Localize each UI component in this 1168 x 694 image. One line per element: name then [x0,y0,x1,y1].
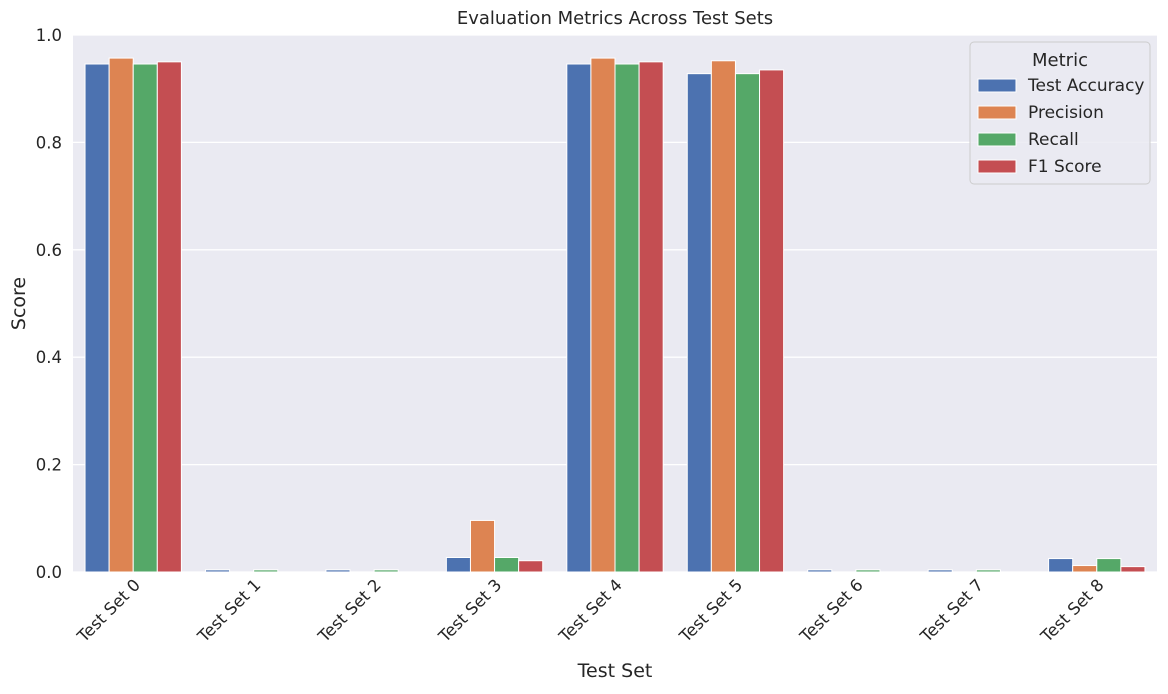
legend-swatch [977,132,1017,147]
legend-box [969,41,1151,185]
y-tick-label: 0.0 [36,563,62,582]
bar-test-accuracy [204,569,231,573]
legend-label: Precision [1028,103,1104,123]
legend: Metric Test Accuracy Precision Recall F1 Sc… [969,41,1151,185]
legend-label: Test Accuracy [1027,76,1145,96]
bar-f1-score [156,61,182,573]
bar-f1-score [759,69,785,573]
x-tick-label: Test Set 7 [916,575,987,646]
y-axis-ticks: 0.0 0.2 0.4 0.6 0.8 1.0 [36,26,62,582]
bar-test-accuracy [686,73,712,573]
x-tick-label: Test Set 5 [675,575,746,646]
x-tick-label: Test Set 0 [73,575,144,646]
y-tick-label: 1.0 [36,26,62,45]
bar-recall [494,557,520,573]
bar-recall [975,569,1001,573]
bar-test-accuracy [566,63,592,573]
bar-recall [132,63,158,573]
y-tick-label: 0.4 [36,348,62,367]
bar-test-accuracy [927,569,953,573]
legend-items: Test Accuracy Precision Recall F1 Score [977,76,1145,177]
x-axis-ticks: Test Set 0 Test Set 1 Test Set 2 Test Set 3… [73,575,1108,646]
bar-recall [1096,558,1122,573]
bar-precision [469,519,496,573]
x-tick-label: Test Set 6 [796,575,867,646]
chart-title: Evaluation Metrics Across Test Sets [457,8,773,29]
legend-swatch [977,105,1017,120]
y-tick-label: 0.6 [36,241,62,260]
legend-swatch [977,78,1017,93]
bars [84,57,1146,573]
bar-recall [373,569,399,573]
x-tick-label: Test Set 4 [555,575,626,646]
bar-test-accuracy [807,569,833,573]
x-tick-label: Test Set 2 [314,575,385,646]
x-tick-label: Test Set 8 [1036,575,1107,646]
y-axis-title: Score [8,277,30,330]
legend-label: Recall [1028,130,1079,150]
bar-f1-score [638,61,664,573]
bar-precision [108,57,134,573]
bar-test-accuracy [325,569,351,573]
bar-test-accuracy [1048,558,1074,573]
bar-recall [734,73,761,573]
bar-precision [1072,565,1098,573]
legend-title: Metric [1032,50,1088,71]
x-axis-title: Test Set [577,660,653,682]
y-tick-label: 0.8 [36,133,62,152]
bar-test-accuracy [84,63,110,573]
bar-test-accuracy [445,557,471,573]
y-tick-label: 0.2 [36,456,62,475]
bar-f1-score [518,560,544,573]
bar-f1-score [1120,566,1146,573]
bar-precision [590,57,616,573]
bar-recall [253,569,279,573]
bar-recall [614,63,640,573]
legend-swatch [977,159,1017,174]
legend-label: F1 Score [1028,157,1102,177]
bar-precision [710,60,736,573]
bar-recall [855,569,881,573]
x-tick-label: Test Set 1 [193,575,264,646]
x-tick-label: Test Set 3 [434,575,505,646]
